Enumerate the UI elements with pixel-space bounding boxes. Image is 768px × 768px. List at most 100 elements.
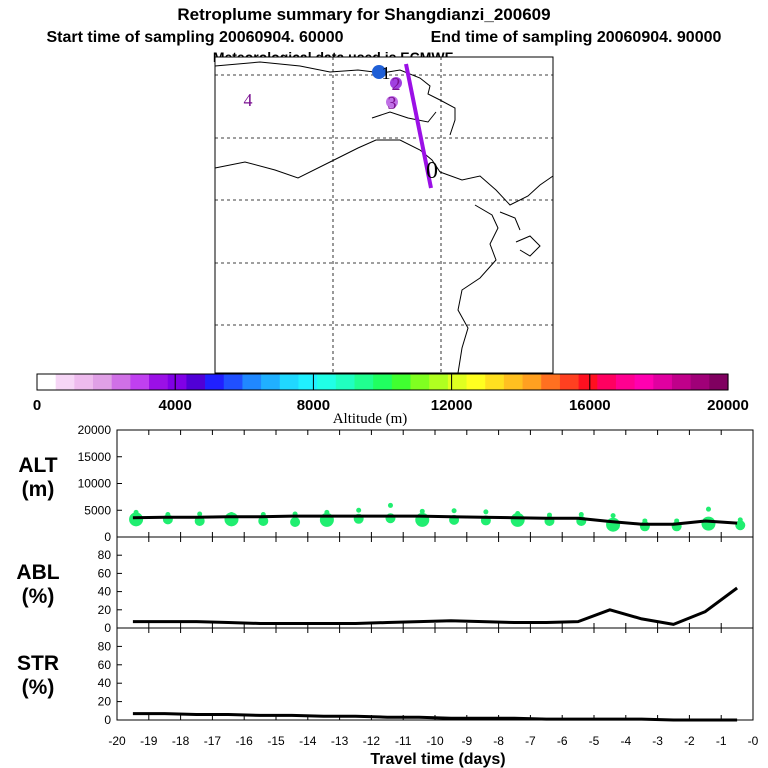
start-time-label: Start time of sampling 20060904. 60000 (46, 29, 343, 46)
x-tick-label: -0 (748, 734, 759, 748)
altitude-dot (258, 515, 269, 526)
colorbar-swatch (653, 374, 673, 390)
panel-abl: 0 20 40 60 80 ABL(%) (16, 536, 754, 635)
altitude-dot (419, 508, 425, 514)
colorbar-swatch (261, 374, 281, 390)
colorbar-swatch (242, 374, 262, 390)
x-tick-label: -20 (108, 734, 126, 748)
x-tick-label: -3 (652, 734, 663, 748)
x-tick-label: -4 (620, 734, 631, 748)
time-series-panels: 05000100001500020000ALT(m)020406080ABL(%… (16, 423, 758, 768)
colorbar-tick-label: 20000 (707, 397, 749, 414)
colorbar-swatches (37, 374, 729, 390)
x-tick-label: -9 (461, 734, 472, 748)
colorbar-swatch (130, 374, 150, 390)
x-tick-label: -6 (557, 734, 568, 748)
colorbar-swatch (298, 374, 318, 390)
day-marker-0: 0 (426, 158, 438, 184)
altitude-dot (515, 510, 521, 516)
colorbar-swatch (559, 374, 580, 390)
colorbar-swatch (391, 374, 412, 390)
colorbar-tick-label: 8000 (297, 397, 330, 414)
colorbar-tick-label: 16000 (569, 397, 611, 414)
colorbar-swatch (671, 374, 692, 390)
colorbar-swatch (522, 374, 542, 390)
x-tick-label: -14 (299, 734, 317, 748)
altitude-dot (290, 517, 301, 528)
altitude-dot (387, 502, 393, 508)
colorbar-swatch (485, 374, 505, 390)
map-panel: 1 2 3 4 0 (214, 56, 554, 374)
colorbar-swatch (317, 374, 337, 390)
colorbar-swatch (205, 374, 225, 390)
x-tick-label: -5 (589, 734, 600, 748)
colorbar-swatch (447, 374, 468, 390)
colorbar-swatch (709, 374, 729, 390)
colorbar-swatch (37, 374, 57, 390)
y-tick-label: 5000 (84, 503, 111, 517)
altitude-dot (705, 506, 711, 512)
y-axis-label: (%) (22, 676, 55, 699)
x-tick-label: -2 (684, 734, 695, 748)
colorbar-swatch (186, 374, 206, 390)
y-tick-label: 60 (98, 658, 112, 672)
colorbar-swatch (466, 374, 486, 390)
end-time-label: End time of sampling 20060904. 90000 (431, 29, 722, 46)
altitude-dot (197, 511, 203, 517)
colorbar-swatch (335, 374, 356, 390)
day-marker-2: 2 (392, 74, 401, 94)
x-tick-label: -11 (395, 734, 412, 748)
colorbar-swatch (55, 374, 75, 390)
colorbar-swatch (634, 374, 654, 390)
day-marker-1-dot (372, 65, 386, 79)
plume-trajectory (404, 63, 433, 189)
x-axis-label: Travel time (days) (370, 751, 505, 768)
str-series-line (132, 712, 738, 722)
x-tick-label: -16 (236, 734, 254, 748)
colorbar-swatch (578, 374, 598, 390)
day-marker-4: 4 (244, 90, 253, 110)
colorbar-swatch (111, 374, 131, 390)
altitude-dot (701, 516, 716, 531)
y-tick-label: 10000 (78, 477, 112, 491)
x-tick-label: -10 (426, 734, 444, 748)
colorbar-swatch (93, 374, 113, 390)
colorbar-swatch (503, 374, 524, 390)
x-tick-label: -18 (172, 734, 190, 748)
colorbar-ticks: 0 4000 8000 12000 16000 20000 (33, 374, 749, 414)
y-axis-label: ABL (16, 561, 59, 584)
abl-series-line (132, 586, 738, 626)
colorbar-tick-label: 0 (33, 397, 41, 414)
colorbar-swatch (615, 374, 636, 390)
x-tick-label: -1 (716, 734, 727, 748)
y-axis-label: (m) (22, 478, 55, 501)
colorbar-swatch (690, 374, 710, 390)
colorbar-swatch (373, 374, 393, 390)
colorbar-swatch (429, 374, 449, 390)
colorbar-swatch (223, 374, 244, 390)
day-marker-3-dot (386, 96, 398, 108)
altitude-dot (674, 518, 680, 524)
altitude-dot (129, 512, 144, 527)
y-tick-label: 40 (98, 585, 112, 599)
y-axis-label: ALT (18, 454, 57, 477)
panel-alt: 0 5000 10000 15000 20000 ALT(m) (18, 423, 754, 544)
altitude-colorbar: 0 4000 8000 12000 16000 20000 Altitude (m) (33, 373, 749, 427)
altitude-dot (546, 512, 552, 518)
altitude-dot (356, 507, 362, 513)
altitude-dot (483, 509, 489, 515)
altitude-dot (606, 517, 621, 532)
x-tick-label: -15 (267, 734, 285, 748)
altitude-dot (737, 517, 743, 523)
y-axis-label: STR (17, 652, 59, 675)
y-tick-label: 0 (104, 530, 111, 544)
altitude-dot (735, 520, 746, 531)
x-tick-label: -8 (493, 734, 504, 748)
y-tick-label: 20 (98, 695, 112, 709)
altitude-dot (610, 513, 616, 519)
trajectory-markers: 1 2 3 4 0 (244, 63, 439, 184)
altitude-dot (133, 509, 139, 515)
y-axis-label: (%) (22, 585, 55, 608)
